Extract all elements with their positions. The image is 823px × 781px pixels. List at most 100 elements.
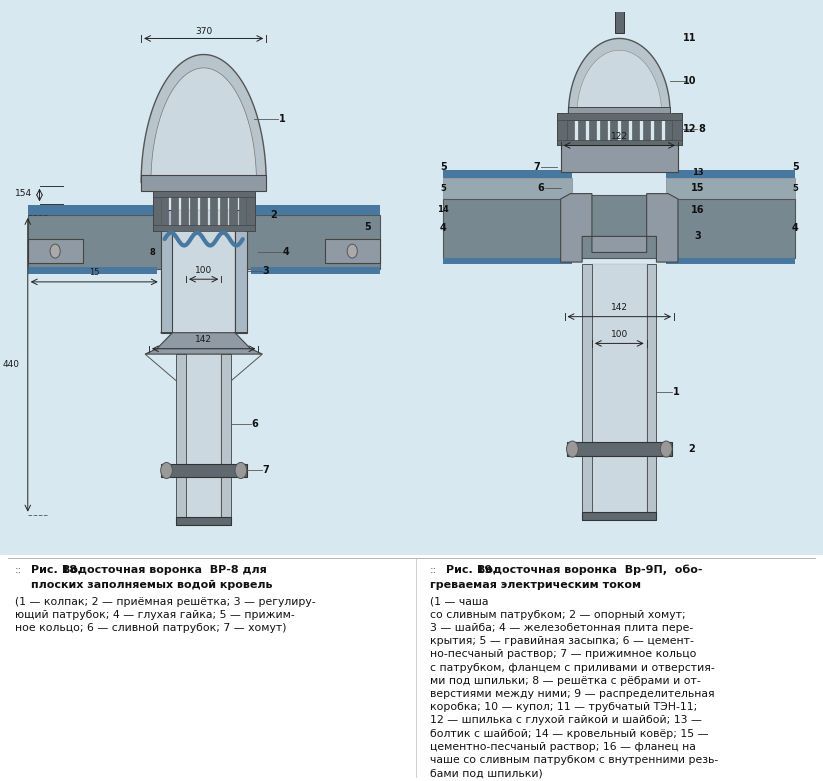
Text: 15: 15 [690, 184, 704, 193]
Polygon shape [28, 212, 379, 269]
Bar [171, 194, 178, 226]
Bar [444, 177, 573, 199]
Polygon shape [145, 354, 176, 381]
Polygon shape [151, 68, 257, 183]
Text: 3: 3 [694, 231, 701, 241]
Bar [444, 169, 573, 177]
Text: 11: 11 [683, 34, 696, 44]
Text: Водосточная воронка  ВР-8 для: Водосточная воронка ВР-8 для [62, 565, 267, 575]
Bar [566, 442, 672, 456]
Text: 6: 6 [537, 184, 545, 193]
Text: 6: 6 [251, 419, 258, 429]
Bar [221, 354, 231, 526]
Text: 10: 10 [683, 77, 696, 86]
Text: (1 — чаша
со сливным патрубком; 2 — опорный хомут;
3 — шайба; 4 — железобетонная: (1 — чаша со сливным патрубком; 2 — опор… [430, 597, 718, 779]
Bar [244, 191, 254, 231]
Bar [235, 209, 247, 333]
Text: 15: 15 [89, 268, 100, 276]
Bar [560, 145, 678, 172]
Polygon shape [577, 50, 662, 113]
Bar [666, 258, 795, 264]
Text: 13: 13 [691, 168, 704, 177]
Bar [647, 264, 657, 520]
Polygon shape [569, 38, 670, 113]
Bar [582, 264, 592, 520]
Bar [180, 194, 188, 226]
Text: 2: 2 [688, 444, 695, 454]
Bar [592, 264, 647, 520]
Text: 16: 16 [690, 205, 704, 215]
Bar [160, 209, 172, 333]
Polygon shape [145, 333, 263, 354]
Polygon shape [625, 0, 663, 6]
Bar [556, 113, 566, 145]
Bar [578, 116, 585, 143]
Text: 2: 2 [271, 210, 277, 220]
Bar [603, 0, 635, 6]
Circle shape [50, 244, 60, 258]
Text: Рис. 18.: Рис. 18. [31, 565, 81, 575]
Text: 4: 4 [792, 223, 798, 234]
Bar [666, 169, 795, 177]
Bar [160, 464, 247, 477]
Bar [582, 512, 657, 520]
Circle shape [347, 244, 357, 258]
Bar [588, 116, 596, 143]
Bar [665, 116, 672, 143]
Text: 8: 8 [150, 248, 156, 257]
Text: 154: 154 [15, 189, 31, 198]
Bar [172, 209, 235, 333]
Bar [672, 113, 681, 145]
Text: 5: 5 [440, 184, 446, 193]
Text: Рис. 19.: Рис. 19. [446, 565, 496, 575]
Bar [230, 194, 236, 226]
Bar [569, 107, 670, 119]
Bar [220, 194, 227, 226]
Text: греваемая электрическим током: греваемая электрическим током [430, 580, 641, 590]
Text: 100: 100 [611, 330, 628, 339]
Text: 12: 12 [683, 124, 696, 134]
Text: Водосточная воронка  Вр-9П,  обо-: Водосточная воронка Вр-9П, обо- [477, 565, 703, 575]
Bar [666, 177, 795, 199]
Text: 5: 5 [793, 184, 798, 193]
Circle shape [660, 441, 672, 457]
Text: 122: 122 [611, 132, 628, 141]
Polygon shape [560, 194, 678, 262]
Bar [621, 116, 628, 143]
Bar [141, 175, 266, 191]
Text: 1: 1 [278, 114, 286, 123]
Bar [325, 239, 379, 263]
Bar [176, 354, 186, 526]
Bar [611, 116, 617, 143]
Bar [556, 113, 681, 119]
Bar [186, 354, 221, 526]
Bar [28, 205, 156, 215]
Bar [615, 6, 624, 33]
Text: 7: 7 [263, 465, 270, 476]
Text: плоских заполняемых водой кровель: плоских заполняемых водой кровель [31, 580, 272, 590]
Text: 5: 5 [365, 222, 371, 232]
Bar [653, 116, 661, 143]
Text: 7: 7 [534, 162, 541, 172]
Bar [153, 191, 163, 231]
Text: 4: 4 [282, 248, 289, 258]
Text: 440: 440 [3, 360, 20, 369]
Bar [250, 205, 379, 215]
Bar [599, 116, 607, 143]
Text: 142: 142 [195, 336, 212, 344]
Bar [210, 194, 217, 226]
Text: (1 — колпак; 2 — приёмная решётка; 3 — регулиру-
ющий патрубок; 4 — глухая гайка: (1 — колпак; 2 — приёмная решётка; 3 — р… [15, 597, 315, 633]
Text: 4: 4 [440, 223, 447, 234]
Text: 8: 8 [698, 124, 704, 134]
Polygon shape [576, 0, 613, 6]
Bar [643, 116, 650, 143]
Text: 5: 5 [792, 162, 798, 172]
Text: 3: 3 [263, 266, 270, 276]
Circle shape [566, 441, 579, 457]
Polygon shape [141, 55, 266, 183]
Text: 14: 14 [438, 205, 449, 214]
Bar [153, 225, 254, 231]
Text: ::: :: [15, 565, 22, 575]
Text: 5: 5 [440, 162, 447, 172]
Bar [176, 517, 231, 526]
